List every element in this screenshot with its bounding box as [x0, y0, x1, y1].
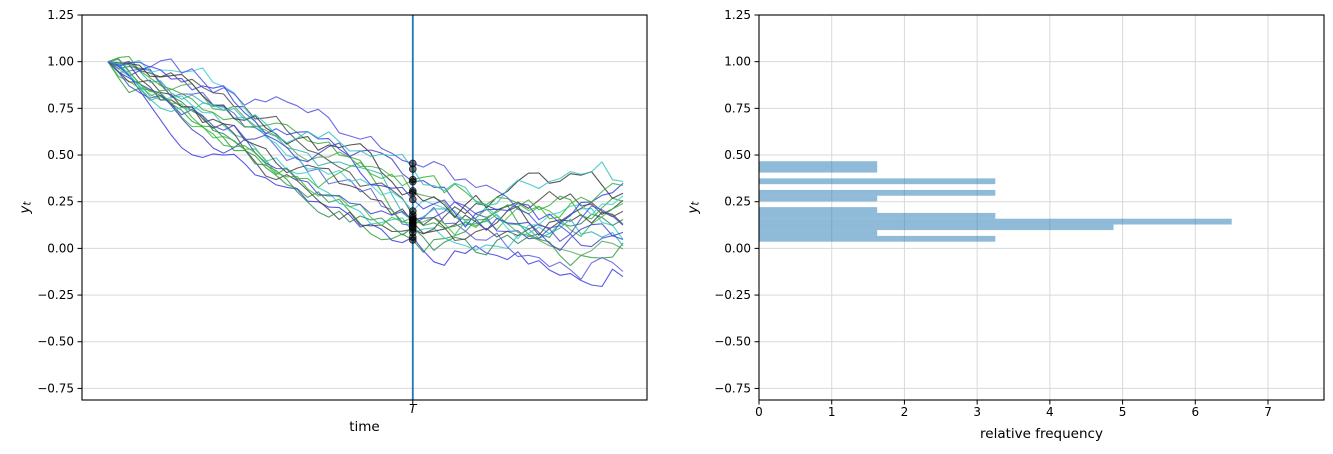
x-tick-label: 4 — [1046, 405, 1054, 419]
y-tick-label: 0.75 — [47, 101, 74, 115]
trajectory-line — [107, 58, 624, 235]
histogram-bar — [759, 161, 878, 167]
histogram-bar — [759, 218, 1232, 225]
y-tick-label: 1.25 — [47, 8, 74, 22]
y-tick-label: 0.00 — [724, 241, 751, 255]
histogram-bar — [759, 224, 1114, 231]
trajectory-line — [107, 61, 624, 251]
x-tick-label: 5 — [1119, 405, 1127, 419]
histogram-bar — [759, 178, 996, 185]
x-tick-label-T: T — [409, 402, 418, 416]
value-at-T-dot — [408, 195, 417, 204]
x-tick-label: 3 — [973, 405, 981, 419]
x-tick-label: 6 — [1191, 405, 1199, 419]
trajectory-line — [107, 58, 624, 220]
histogram-bar — [759, 189, 996, 196]
left-line-plot: 1.25 1.00 0.75 0.50 0.25 0.00 −0.25 −0.50 −0.75 T… — [17, 8, 648, 435]
trajectory-line — [107, 61, 624, 228]
trajectory-line — [107, 61, 624, 256]
histogram-bar — [759, 195, 878, 202]
y-tick-label: 0.25 — [47, 195, 74, 209]
y-tick-label: −0.75 — [714, 381, 751, 395]
trajectory-line — [107, 58, 624, 280]
y-tick-label: 1.00 — [724, 55, 751, 69]
x-tick-label: 0 — [755, 405, 763, 419]
y-tick-label: 1.25 — [724, 8, 751, 22]
x-axis-label: relative frequency — [980, 426, 1103, 442]
y-axis-label: yt — [685, 201, 702, 215]
axes-spines — [81, 14, 648, 401]
histogram-bar — [759, 230, 878, 236]
right-histogram-plot: 1.25 1.00 0.75 0.50 0.25 0.00 −0.25 −0.50 −0.75 0… — [685, 8, 1325, 442]
histogram-bar — [759, 207, 878, 213]
value-at-T-dot — [408, 175, 417, 184]
y-tick-label: 0.50 — [47, 148, 74, 162]
y-tick-label: 0.75 — [724, 101, 751, 115]
histogram-bar — [759, 235, 996, 242]
trajectory-line — [107, 61, 624, 207]
value-at-T-dot — [408, 207, 417, 215]
histogram-bar — [759, 166, 878, 173]
trajectory-line — [107, 61, 624, 252]
x-axis-label: time — [349, 419, 380, 435]
y-tick-label: −0.25 — [714, 288, 751, 302]
histogram-bar — [759, 212, 996, 219]
y-tick-label: 0.25 — [724, 195, 751, 209]
x-tick-label: 1 — [828, 405, 836, 419]
y-tick-label: −0.25 — [37, 288, 74, 302]
y-tick-label: 0.50 — [724, 148, 751, 162]
trajectory-line — [107, 61, 624, 248]
y-tick-label: −0.50 — [37, 335, 74, 349]
y-tick-label: 0.00 — [47, 241, 74, 255]
x-tick-label: 7 — [1264, 405, 1272, 419]
y-tick-label: 1.00 — [47, 55, 74, 69]
y-tick-label: −0.50 — [714, 335, 751, 349]
value-at-T-dot — [408, 159, 417, 168]
trajectory-line — [107, 61, 624, 219]
x-tick-label: 2 — [901, 405, 909, 419]
axes-spines — [758, 14, 1325, 401]
value-at-T-dot — [408, 187, 417, 195]
trajectory-line — [107, 61, 624, 247]
y-axis-label: yt — [17, 201, 34, 215]
y-tick-label: −0.75 — [37, 381, 74, 395]
